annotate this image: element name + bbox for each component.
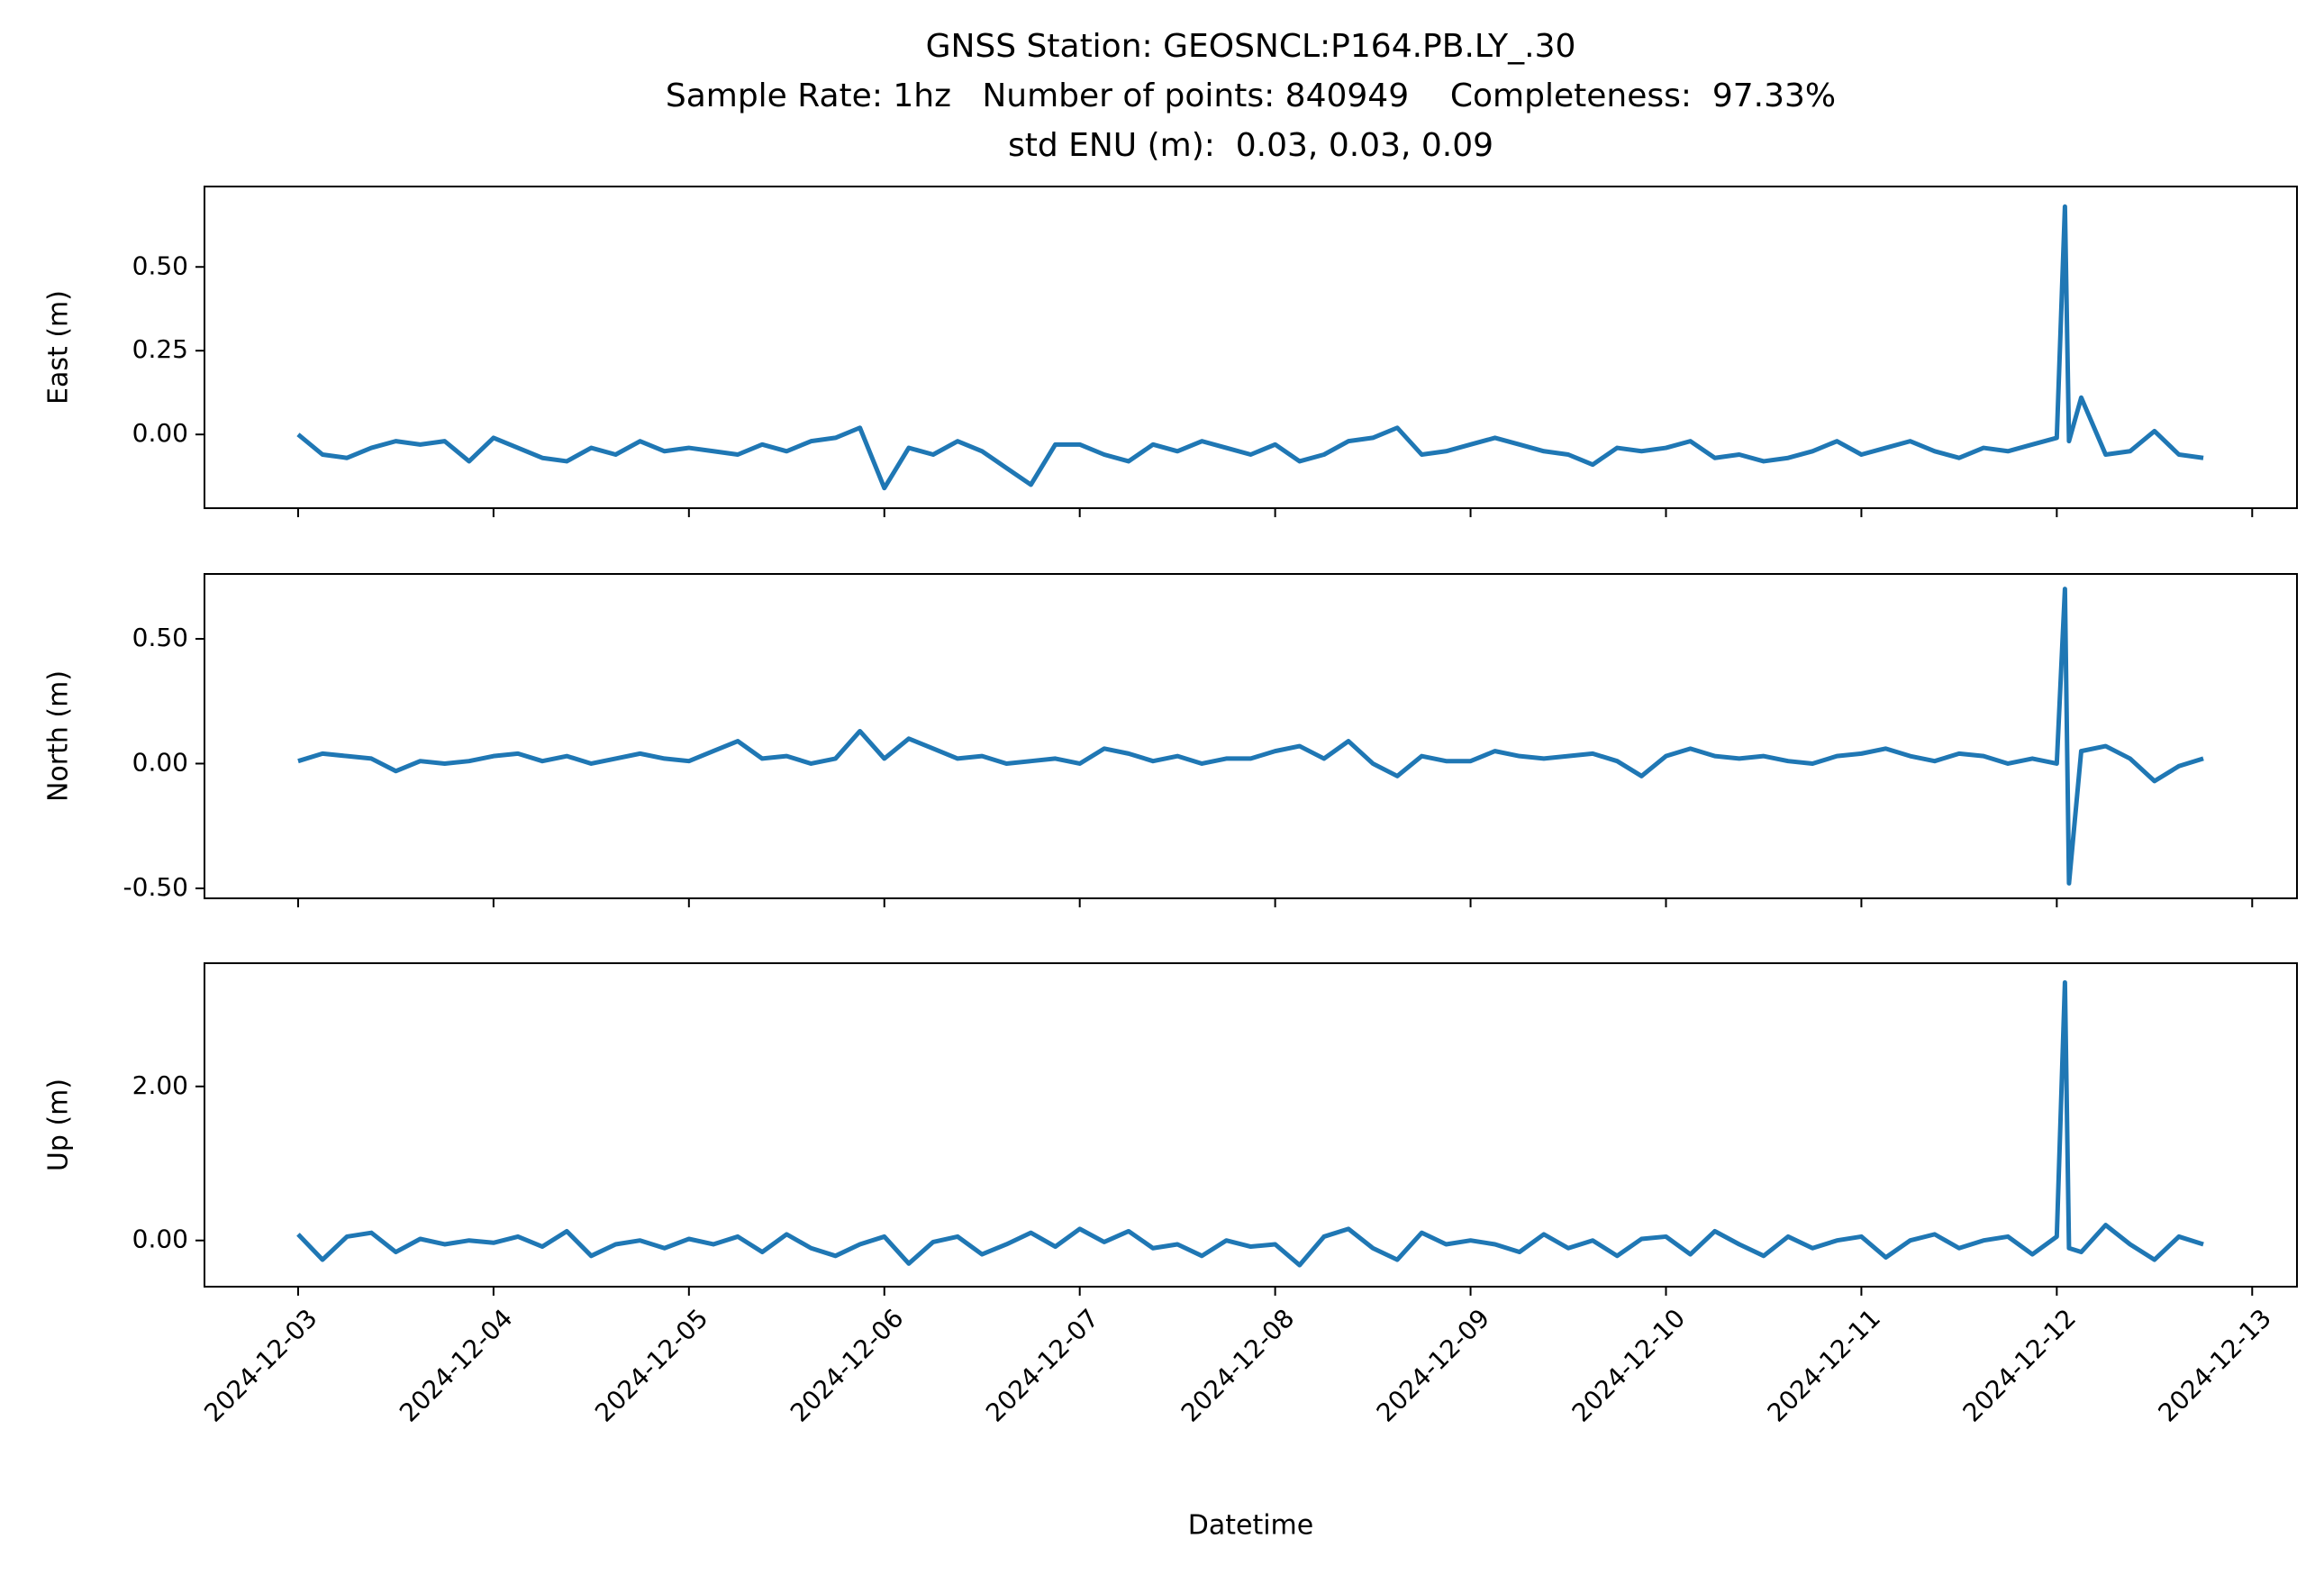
y-tick-label: 0.25	[132, 334, 188, 364]
y-tick-label: 0.00	[132, 1224, 188, 1254]
y-tick-label: 0.00	[132, 747, 188, 777]
plot-frame	[204, 962, 2298, 1288]
y-tick-label: 0.50	[132, 623, 188, 652]
y-axis-label: North (m)	[43, 670, 75, 802]
x-tick-label: 2024-12-09	[1371, 1303, 1495, 1427]
y-tick-label: 0.50	[132, 250, 188, 280]
y-axis-label: East (m)	[43, 290, 75, 405]
chart-title: GNSS Station: GEOSNCL:P164.PB.LY_.30	[926, 28, 1576, 65]
data-line	[297, 587, 2204, 886]
data-line	[296, 979, 2204, 1268]
chart-title: std ENU (m): 0.03, 0.03, 0.09	[1008, 127, 1493, 164]
x-tick-label: 2024-12-04	[394, 1303, 518, 1427]
y-tick-label: -0.50	[123, 872, 188, 902]
plot-frame	[204, 186, 2298, 509]
x-tick-label: 2024-12-08	[1176, 1303, 1300, 1427]
x-tick-label: 2024-12-07	[980, 1303, 1104, 1427]
x-axis-label: Datetime	[1188, 1510, 1313, 1542]
x-tick-label: 2024-12-05	[589, 1303, 713, 1427]
x-tick-label: 2024-12-03	[198, 1303, 322, 1427]
x-tick-label: 2024-12-06	[785, 1303, 909, 1427]
x-tick-label: 2024-12-12	[1957, 1303, 2082, 1427]
x-tick-label: 2024-12-10	[1566, 1303, 1691, 1427]
y-axis-label: Up (m)	[43, 1079, 75, 1171]
plot-frame	[204, 573, 2298, 899]
x-tick-label: 2024-12-11	[1762, 1303, 1886, 1427]
y-tick-label: 0.00	[132, 418, 188, 448]
chart-title: Sample Rate: 1hz Number of points: 84094…	[666, 77, 1836, 114]
x-tick-label: 2024-12-13	[2153, 1303, 2277, 1427]
data-line	[296, 204, 2204, 491]
y-tick-label: 2.00	[132, 1070, 188, 1100]
